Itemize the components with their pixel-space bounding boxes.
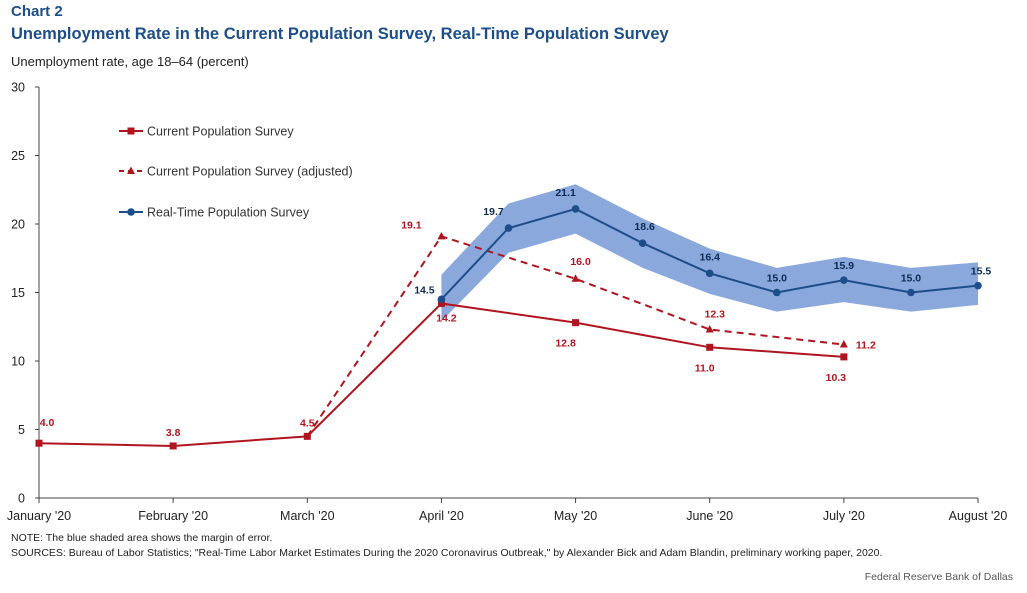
legend-marker-cps [127, 127, 135, 135]
data-point-rtps [705, 269, 714, 278]
x-tick-label: August '20 [949, 509, 1008, 523]
data-point-rtps [907, 288, 915, 297]
x-tick-label: July '20 [823, 509, 865, 523]
data-label-cps-adjusted: 12.3 [704, 308, 725, 320]
data-point-cps [572, 319, 580, 327]
chart-number: Chart 2 [11, 3, 63, 20]
data-point-cps-adjusted [839, 340, 848, 348]
data-label-cps: 4.0 [40, 417, 55, 429]
y-tick-label: 10 [11, 355, 25, 369]
data-point-rtps [772, 288, 781, 297]
data-label-rtps: 15.5 [971, 266, 992, 278]
legend-marker-rtps [127, 208, 135, 216]
chart-title: Unemployment Rate in the Current Populat… [11, 25, 669, 43]
data-label-cps: 12.8 [555, 338, 576, 350]
legend-label-rtps: Real-Time Population Survey [147, 206, 310, 220]
data-label-rtps: 14.5 [414, 284, 435, 296]
data-label-cps: 14.2 [436, 312, 457, 324]
data-point-cps [169, 442, 177, 450]
x-tick-label: April '20 [419, 509, 464, 523]
data-label-cps-adjusted: 16.0 [570, 256, 591, 268]
data-label-cps-adjusted: 19.1 [401, 219, 422, 231]
data-point-rtps [974, 281, 982, 290]
x-tick-label: January '20 [7, 509, 71, 523]
data-point-cps-adjusted [571, 274, 580, 282]
data-point-cps-adjusted [437, 231, 446, 240]
data-point-rtps [638, 239, 647, 247]
y-tick-label: 15 [11, 286, 25, 300]
y-axis-title: Unemployment rate, age 18–64 (percent) [11, 54, 249, 69]
x-tick-label: June '20 [686, 509, 733, 523]
y-tick-label: 5 [18, 423, 25, 437]
data-label-rtps: 21.1 [555, 187, 576, 199]
x-tick-label: March '20 [280, 509, 335, 523]
x-tick-label: February '20 [138, 509, 208, 523]
data-label-rtps: 15.0 [901, 273, 922, 285]
x-tick-label: May '20 [554, 509, 597, 523]
data-point-rtps [840, 276, 848, 284]
data-point-rtps [571, 205, 580, 213]
data-point-cps [35, 439, 43, 447]
data-label-cps: 3.8 [166, 427, 181, 439]
y-tick-label: 0 [18, 492, 25, 506]
legend-marker-cps-adjusted [127, 166, 135, 174]
y-tick-label: 20 [11, 218, 25, 232]
data-label-cps-adjusted: 11.2 [856, 340, 876, 352]
series-line-cps [38, 302, 844, 447]
data-point-cps-adjusted [705, 324, 714, 333]
source-credit: Federal Reserve Bank of Dallas [864, 571, 1013, 583]
data-label-cps: 4.5 [300, 417, 315, 429]
data-point-rtps [437, 295, 446, 304]
data-label-cps: 11.0 [695, 362, 715, 374]
footnote-note: NOTE: The blue shaded area shows the mar… [11, 532, 273, 544]
series-line-cps-adjusted [306, 235, 844, 437]
data-label-rtps: 18.6 [634, 221, 655, 233]
data-label-rtps: 15.9 [834, 260, 855, 272]
data-point-cps [840, 353, 848, 361]
data-point-rtps [504, 224, 513, 232]
y-tick-label: 30 [11, 81, 25, 95]
data-point-cps [437, 299, 445, 307]
legend-label-cps: Current Population Survey [147, 125, 294, 139]
data-label-cps: 10.3 [826, 372, 847, 384]
margin-of-error-band [441, 184, 978, 322]
legend-label-cps-adjusted: Current Population Survey (adjusted) [147, 165, 353, 179]
y-tick-label: 25 [11, 149, 25, 163]
data-point-cps [706, 343, 714, 351]
footnote-sources: SOURCES: Bureau of Labor Statistics; "Re… [11, 547, 883, 559]
data-label-rtps: 15.0 [767, 273, 788, 285]
data-label-rtps: 19.7 [483, 206, 504, 218]
data-label-rtps: 16.4 [699, 251, 720, 263]
